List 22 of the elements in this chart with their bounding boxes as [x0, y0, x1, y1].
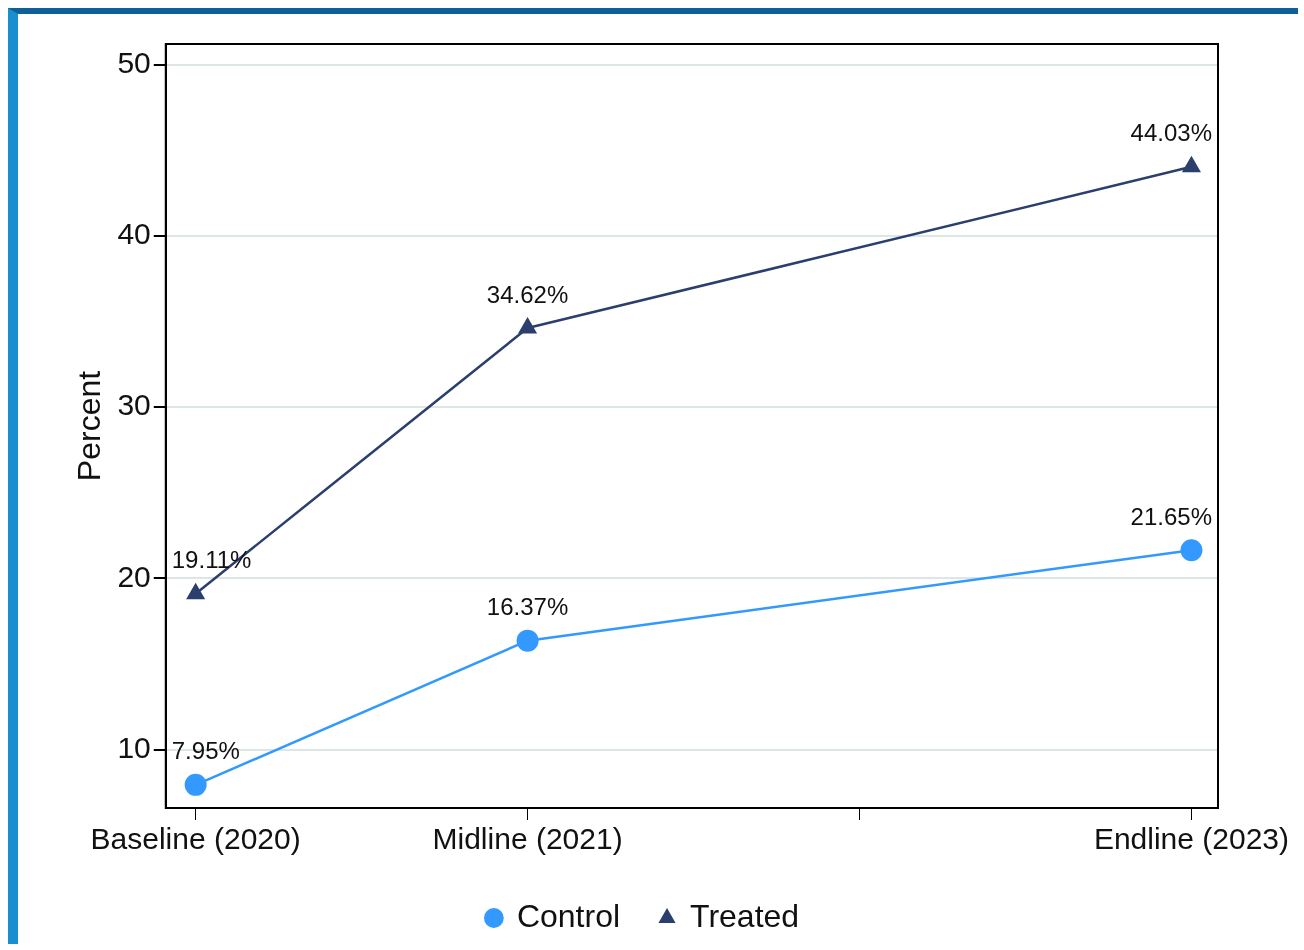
data-label: 34.62% [486, 280, 569, 308]
x-tick-label: Baseline (2020) [90, 822, 301, 856]
point [186, 582, 206, 600]
point [518, 317, 538, 334]
data-label: 7.95% [171, 737, 240, 765]
point [1180, 539, 1203, 562]
legend-label: Treated [690, 897, 800, 934]
y-tick-label: 20 [117, 559, 151, 593]
y-tick-label: 30 [117, 388, 151, 422]
legend-label: Control [516, 897, 621, 934]
point [1181, 155, 1201, 173]
data-label: 21.65% [1130, 502, 1212, 530]
y-tick-label: 40 [117, 217, 151, 251]
y-tick-label: 10 [117, 731, 151, 765]
x-tick-label: Endline (2023) [1093, 822, 1290, 856]
x-tick-label: Midline (2021) [432, 822, 623, 856]
point [184, 773, 207, 796]
point [516, 629, 539, 652]
data-label: 16.37% [486, 593, 569, 621]
y-axis-title: Percent [71, 370, 108, 482]
y-tick-label: 50 [117, 45, 151, 79]
data-label: 44.03% [1130, 119, 1212, 147]
